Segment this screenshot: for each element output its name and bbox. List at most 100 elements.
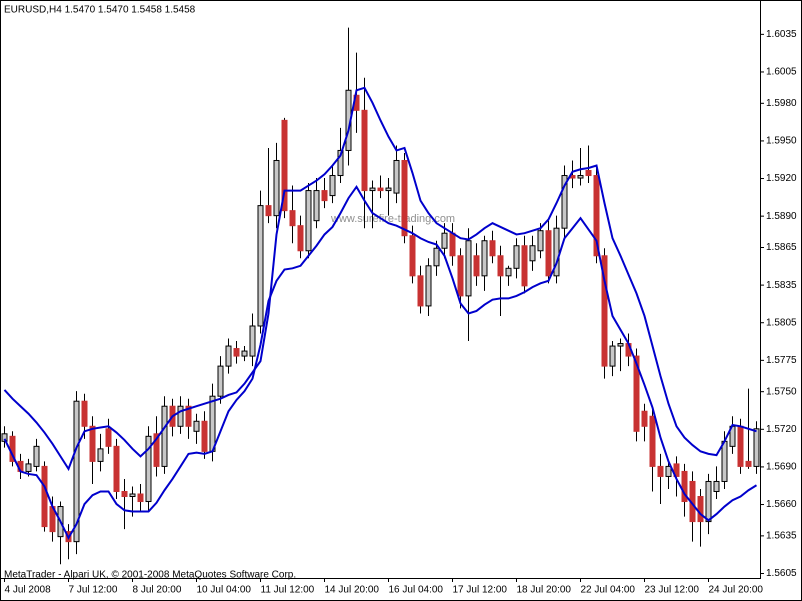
y-tick-label: 1.5890 <box>766 211 797 222</box>
y-tick-label: 1.5805 <box>766 317 797 328</box>
candle-body <box>401 159 408 237</box>
candle-body <box>673 463 680 477</box>
candle-body <box>361 109 368 192</box>
candle-body <box>465 240 472 297</box>
candle-body <box>529 245 536 262</box>
candle-body <box>721 440 728 482</box>
candle-body <box>393 159 400 194</box>
chart-title: EURUSD,H4 1.5470 1.5470 1.5458 1.5458 <box>4 5 196 16</box>
candle-body <box>337 149 344 177</box>
candle-body <box>137 493 144 503</box>
candle-body <box>473 255 480 277</box>
candle-body <box>193 420 200 432</box>
candle-body <box>209 395 216 452</box>
x-tick-label: 17 Jul 12:00 <box>453 585 508 596</box>
y-tick-label: 1.5750 <box>766 386 797 397</box>
y-tick-label: 1.5660 <box>766 499 797 510</box>
candle-body <box>289 210 296 227</box>
candle-body <box>497 255 504 277</box>
candle-body <box>217 365 224 397</box>
y-tick-label: 1.5865 <box>766 242 797 253</box>
candle-body <box>185 405 192 427</box>
x-tick-label: 22 Jul 04:00 <box>581 585 636 596</box>
y-tick-label: 1.5950 <box>766 136 797 147</box>
candle-body <box>545 230 552 277</box>
y-tick-label: 1.5605 <box>766 568 797 579</box>
candle-body <box>249 325 256 357</box>
candle-body <box>265 205 272 217</box>
candle-body <box>537 230 544 252</box>
candle-body <box>281 119 288 212</box>
candle-body <box>617 343 624 347</box>
candle-body <box>609 345 616 367</box>
candle-body <box>377 187 384 192</box>
candle-body <box>385 187 392 192</box>
candle-body <box>41 465 48 528</box>
candle-body <box>321 190 328 202</box>
y-tick-label: 1.5635 <box>766 531 797 542</box>
y-tick-label: 1.5775 <box>766 355 797 366</box>
candle-body <box>409 235 416 277</box>
candle-body <box>233 348 240 357</box>
candle-body <box>33 445 40 467</box>
candle-body <box>489 240 496 257</box>
candle-body <box>601 255 608 367</box>
candle-body <box>313 190 320 222</box>
y-tick-label: 1.5720 <box>766 424 797 435</box>
candle-body <box>481 240 488 277</box>
x-tick-label: 4 Jul 2008 <box>5 585 52 596</box>
candle-body <box>649 415 656 467</box>
candle-body <box>665 465 672 477</box>
y-tick-label: 1.5920 <box>766 173 797 184</box>
candle-body <box>737 425 744 467</box>
y-tick-label: 1.5690 <box>766 462 797 473</box>
candle-body <box>369 187 376 192</box>
envelope-line <box>3 184 758 540</box>
footer: MetaTrader - Alpari UK, © 2001-2008 Meta… <box>4 570 296 581</box>
x-tick-label: 10 Jul 04:00 <box>197 585 252 596</box>
candle-body <box>97 448 104 462</box>
candle-body <box>657 465 664 477</box>
candle-body <box>121 490 128 498</box>
x-tick-label: 24 Jul 20:00 <box>709 585 764 596</box>
candle-body <box>425 265 432 307</box>
candle-body <box>161 405 168 467</box>
x-tick-label: 8 Jul 20:00 <box>133 585 182 596</box>
candle-body <box>273 159 280 217</box>
candle-body <box>441 232 448 249</box>
candle-body <box>145 435 152 503</box>
candle-body <box>513 245 520 269</box>
candle-body <box>553 227 560 277</box>
x-tick-label: 7 Jul 12:00 <box>69 585 118 596</box>
candle-body <box>113 445 120 492</box>
candle-body <box>433 247 440 267</box>
candle-body <box>73 400 80 543</box>
candle-body <box>449 232 456 257</box>
candle-body <box>153 433 160 467</box>
candle-body <box>177 405 184 427</box>
candle-body <box>505 267 512 277</box>
y-tick-label: 1.6005 <box>766 67 797 78</box>
candle-body <box>305 190 312 252</box>
y-tick-label: 1.5835 <box>766 280 797 291</box>
candle-body <box>633 355 640 432</box>
plot-frame <box>0 0 761 579</box>
candle-body <box>593 175 600 257</box>
x-tick-label: 23 Jul 12:00 <box>645 585 700 596</box>
candle-body <box>81 400 88 427</box>
envelope-line <box>3 86 757 472</box>
candle-body <box>417 275 424 307</box>
candle-body <box>329 175 336 197</box>
candle-body <box>241 350 248 357</box>
candle-body <box>577 175 584 179</box>
candle-body <box>521 245 528 287</box>
candle-body <box>89 425 96 462</box>
candle-body <box>641 410 648 427</box>
candle-body <box>705 480 712 523</box>
x-tick-label: 18 Jul 20:00 <box>517 585 572 596</box>
candle-body <box>225 345 232 367</box>
candle-body <box>713 480 720 492</box>
x-tick-label: 14 Jul 20:00 <box>325 585 380 596</box>
